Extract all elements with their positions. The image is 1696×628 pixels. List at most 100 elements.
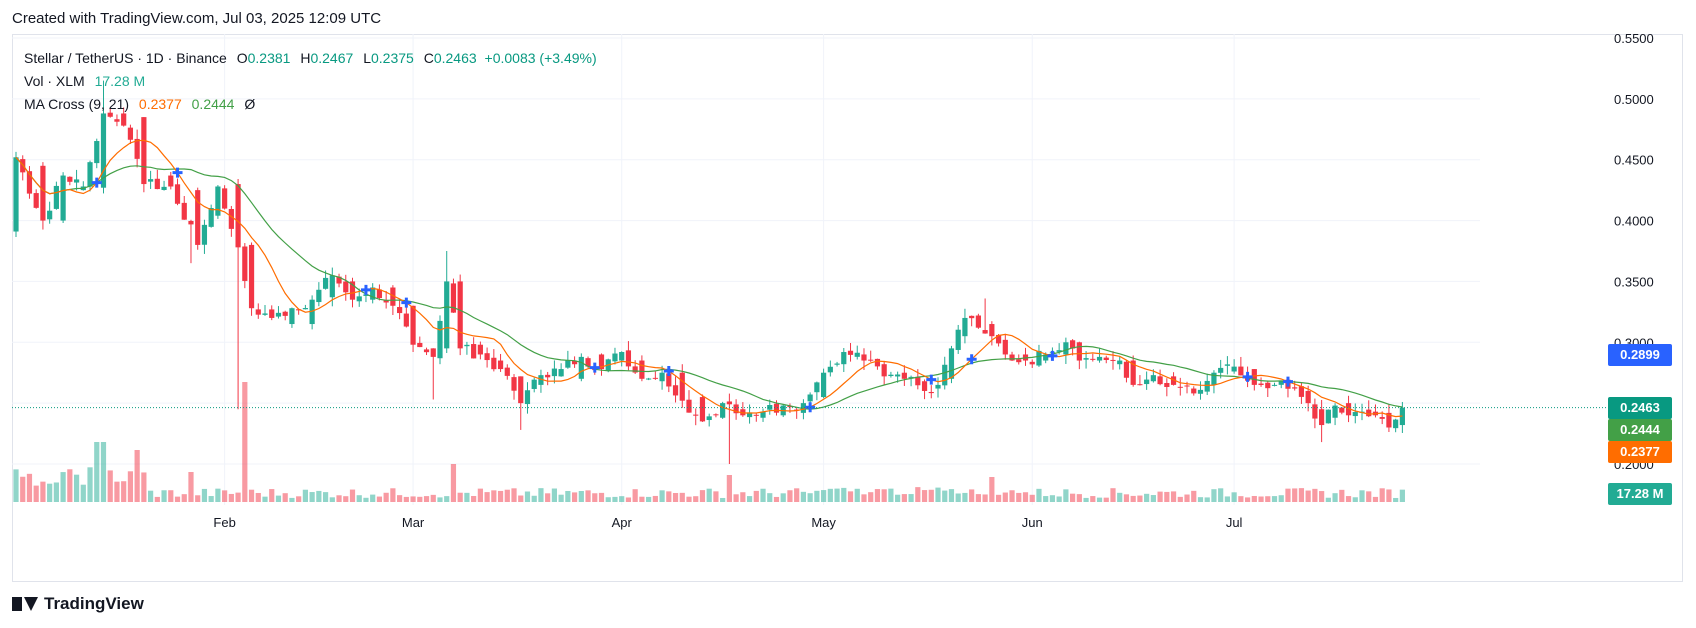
candle-body: [174, 184, 181, 204]
volume-bar: [1036, 488, 1042, 502]
volume-bar: [188, 472, 194, 502]
volume-bar: [322, 492, 329, 502]
volume-bar: [242, 382, 248, 502]
candle-body: [1191, 388, 1197, 394]
volume-bar: [1278, 495, 1284, 502]
candle-body: [228, 209, 234, 229]
volume-bar: [181, 494, 187, 502]
volume-bar: [942, 490, 948, 502]
volume-bar: [646, 496, 652, 502]
volume-bar: [349, 489, 356, 502]
candle-body: [383, 300, 389, 303]
candle-body: [289, 308, 295, 325]
volume-bar: [531, 495, 537, 502]
candle-body: [235, 184, 241, 248]
candle-body: [1325, 409, 1331, 424]
volume-bar: [343, 496, 349, 502]
volume-bar: [1224, 496, 1230, 502]
candle-body: [13, 157, 19, 232]
candle-body: [1043, 354, 1049, 361]
volume-bar: [1204, 497, 1210, 502]
candles: [13, 80, 1405, 464]
candle-body: [1312, 404, 1318, 419]
volume-bar: [33, 485, 39, 502]
candle-body: [767, 404, 773, 410]
legend-symbol[interactable]: Stellar / TetherUS · 1D · Binance: [24, 50, 227, 66]
volume-bar: [605, 497, 611, 502]
candle-body: [921, 381, 928, 391]
legend-low-value: 0.2375: [370, 50, 414, 66]
volume-bar: [753, 490, 759, 502]
volume-bar: [652, 495, 658, 502]
candle-body: [1117, 360, 1123, 365]
candle-body: [1197, 389, 1204, 394]
volume-bar: [800, 491, 807, 502]
volume-bar: [1197, 497, 1204, 502]
volume-bar: [598, 492, 605, 502]
volume-bar: [275, 495, 282, 502]
candle-body: [524, 390, 531, 405]
legend-vol-label[interactable]: Vol · XLM: [24, 73, 85, 89]
candle-body: [1056, 350, 1062, 352]
volume-bar: [847, 491, 854, 502]
candle-body: [1305, 390, 1311, 404]
candle-body: [195, 190, 201, 245]
volume-bar: [1002, 492, 1008, 502]
legend-ma-label[interactable]: MA Cross (9, 21): [24, 96, 130, 112]
volume-bar: [174, 496, 181, 502]
volume-bar: [780, 493, 786, 502]
candle-body: [787, 406, 793, 408]
volume-bar: [935, 487, 941, 502]
candle-body: [423, 349, 430, 353]
volume-bar: [868, 492, 874, 502]
volume-bar: [26, 473, 33, 502]
candle-body: [87, 162, 93, 187]
volume-bar: [80, 484, 86, 502]
candle-body: [356, 296, 362, 302]
volume-bar: [53, 482, 59, 502]
volume-bar: [881, 489, 887, 502]
chart-legend: Stellar / TetherUS · 1D · Binance O0.238…: [24, 47, 597, 116]
candle-body: [969, 315, 975, 319]
volume-bar: [619, 496, 625, 502]
candle-body: [706, 416, 712, 421]
candle-body: [881, 364, 887, 377]
volume-bar: [518, 495, 524, 502]
volume-bar: [854, 488, 860, 502]
legend-ma-row: MA Cross (9, 21) 0.2377 0.2444 Ø: [24, 93, 597, 116]
candle-body: [100, 113, 107, 188]
volume-bar: [1238, 496, 1244, 502]
volume-bar: [356, 495, 362, 502]
tradingview-logo[interactable]: TradingView: [12, 594, 144, 614]
volume-bar: [1184, 494, 1190, 502]
volume-bar: [1325, 497, 1331, 502]
legend-ma-slow: 0.2444: [191, 96, 235, 112]
volume-bar: [1130, 495, 1136, 502]
ma-cross-marker: [1047, 350, 1058, 361]
y-tick-label: 0.4000: [1614, 214, 1654, 229]
candle-body: [1265, 382, 1271, 389]
volume-bar: [834, 488, 840, 502]
candle-body: [773, 403, 780, 413]
volume-bar: [464, 492, 470, 502]
tradingview-logo-icon: [12, 597, 38, 611]
moving-averages: [12, 139, 1607, 418]
candle-body: [713, 414, 719, 416]
candle-body: [726, 401, 732, 405]
candle-body: [390, 287, 396, 306]
candle-body: [861, 354, 867, 361]
candle-body: [827, 366, 833, 373]
volume-bar: [632, 489, 638, 502]
legend-open-value: 0.2381: [247, 50, 291, 66]
candle-body: [619, 352, 625, 361]
candle-body: [464, 344, 470, 347]
volume-bar: [87, 467, 93, 502]
candle-body: [1366, 409, 1372, 417]
volume-bar: [397, 495, 403, 502]
chart-frame[interactable]: [12, 34, 1683, 582]
candle-body: [1379, 417, 1385, 419]
volume-bar: [100, 442, 107, 502]
volume-bars: [13, 382, 1405, 502]
candle-body: [94, 141, 100, 164]
